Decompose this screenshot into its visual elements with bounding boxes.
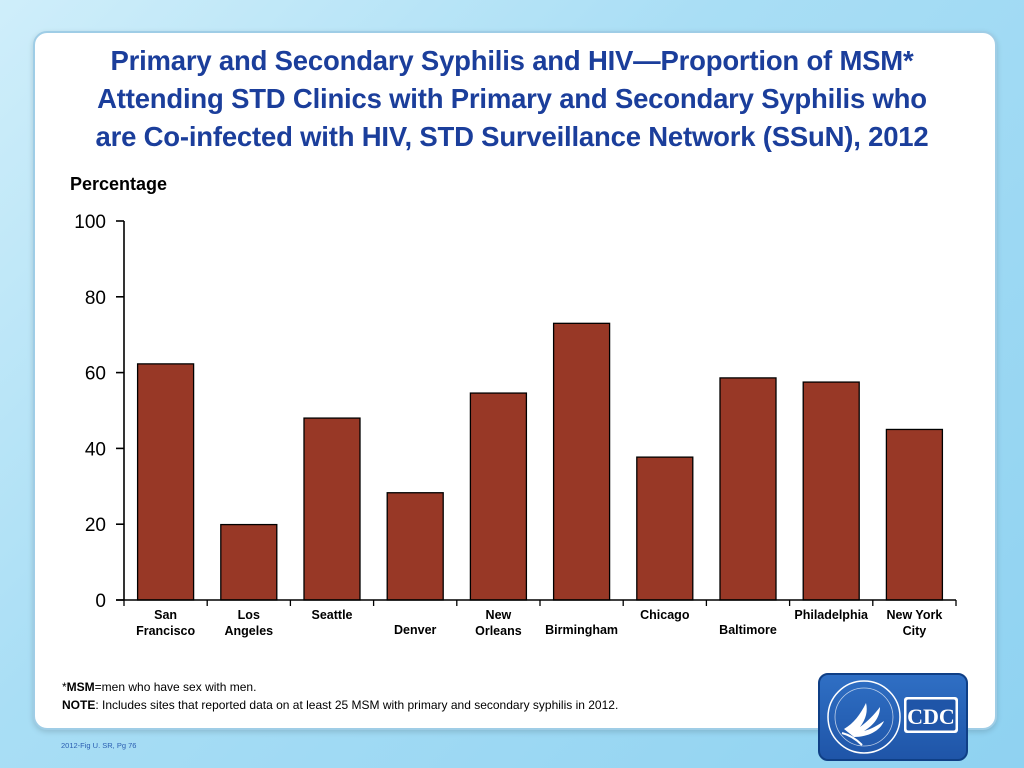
cdc-logo-text: CDC: [907, 704, 955, 729]
x-tick-label-line: San: [154, 608, 177, 622]
bar-chicago: [636, 456, 694, 601]
x-tick-label-line: Denver: [394, 623, 437, 637]
bar-philadelphia: [802, 381, 860, 601]
chart-title: Primary and Secondary Syphilis and HIV—P…: [40, 42, 984, 156]
footnote-note: NOTE: Includes sites that reported data …: [62, 698, 618, 712]
figure-reference: 2012-Fig U. SR, Pg 76: [61, 741, 137, 750]
x-tick-label-line: New York: [886, 608, 942, 622]
x-tick-label-line: City: [903, 624, 927, 638]
x-tick-label: Baltimore: [719, 623, 777, 637]
footnote-msm-text: =men who have sex with men.: [94, 680, 257, 694]
x-tick-label-line: Chicago: [640, 608, 690, 622]
title-line-3: are Co-infected with HIV, STD Surveillan…: [95, 121, 929, 152]
bar-baltimore: [719, 377, 777, 601]
y-tick-label: 80: [85, 288, 106, 309]
y-axis-label: Percentage: [70, 174, 167, 194]
x-tick-label: Seattle: [312, 608, 353, 622]
x-tick-label: Denver: [394, 623, 437, 637]
bar-seattle: [303, 417, 361, 601]
footnote-msm-prefix: *: [62, 680, 67, 694]
bar-new-orleans: [469, 392, 528, 601]
bar-san-francisco: [136, 363, 195, 601]
x-tick-label: San Francisco: [136, 608, 195, 638]
x-tick-label-line: Los: [238, 608, 260, 622]
x-tick-label-line: Philadelphia: [794, 608, 869, 622]
footnote-note-text: : Includes sites that reported data on a…: [95, 698, 619, 712]
footnote-msm: *MSM=men who have sex with men.: [62, 680, 256, 694]
cdc-logo: CDC: [818, 673, 968, 761]
x-tick-label-line: Orleans: [475, 624, 522, 638]
y-tick-label: 0: [95, 591, 106, 612]
x-tick-label: Chicago: [640, 608, 690, 622]
x-tick-label: New York City: [886, 608, 942, 638]
bar-new-york-city: [885, 428, 944, 601]
x-tick-label-line: Baltimore: [719, 623, 777, 637]
x-tick-label-line: Birmingham: [545, 623, 618, 637]
x-tick-label-line: Angeles: [224, 624, 273, 638]
x-tick-label-line: Seattle: [312, 608, 353, 622]
x-tick-label-line: New: [486, 608, 512, 622]
title-line-2: Attending STD Clinics with Primary and S…: [97, 83, 927, 114]
footnote-msm-term: MSM: [66, 680, 95, 694]
y-tick-label: 40: [85, 439, 106, 460]
x-tick-label-line: Francisco: [136, 624, 195, 638]
footnote-note-term: NOTE: [62, 698, 96, 712]
y-tick-label: 60: [85, 364, 106, 385]
x-tick-label: Birmingham: [545, 623, 618, 637]
bar-los-angeles: [220, 523, 278, 601]
hhs-eagle-seal-icon: [827, 680, 901, 754]
x-tick-label: New Orleans: [475, 608, 522, 638]
y-tick-label: 20: [85, 515, 106, 536]
bar-denver: [386, 492, 444, 601]
bar-birmingham: [552, 322, 611, 601]
x-tick-label: Philadelphia: [794, 608, 869, 622]
y-tick-label: 100: [74, 212, 106, 233]
title-line-1: Primary and Secondary Syphilis and HIV—P…: [110, 45, 914, 76]
x-tick-label: Los Angeles: [224, 608, 273, 638]
